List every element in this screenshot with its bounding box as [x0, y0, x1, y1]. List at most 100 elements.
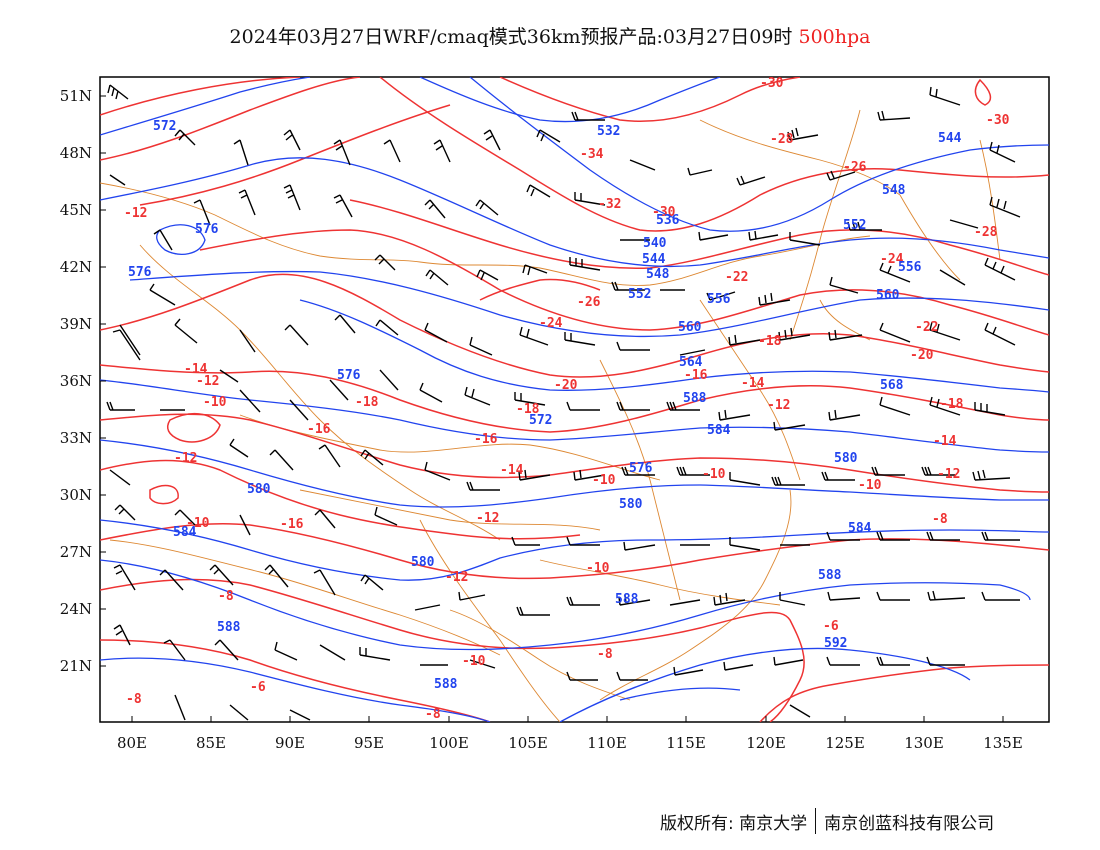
- title-main: 2024年03月27日WRF/cmaq模式36km预报产品:03月27日09时: [229, 26, 793, 48]
- height-label: 548: [882, 183, 906, 198]
- temp-label: -10: [462, 654, 486, 669]
- boundary-lines: [100, 109, 1001, 722]
- temp-label: -12: [124, 206, 147, 221]
- temp-label: -10: [858, 478, 882, 493]
- lat-label: 36N: [60, 372, 92, 390]
- lon-label: 80E: [117, 734, 147, 752]
- lon-label: 95E: [354, 734, 384, 752]
- temp-label: -8: [932, 512, 948, 527]
- temperature-contours: [100, 77, 1049, 722]
- temp-label: -34: [580, 147, 604, 162]
- lon-label: 130E: [904, 734, 944, 752]
- temp-label: -26: [577, 295, 601, 310]
- lon-label: 120E: [746, 734, 786, 752]
- temp-label: -24: [539, 316, 563, 331]
- height-label: 584: [848, 521, 872, 536]
- height-label: 572: [529, 413, 552, 428]
- height-label: 588: [818, 568, 842, 583]
- height-label: 532: [597, 124, 620, 139]
- height-label: 580: [411, 555, 435, 570]
- height-label: 592: [824, 636, 847, 651]
- lon-label: 105E: [508, 734, 548, 752]
- height-label: 572: [153, 119, 176, 134]
- temp-label: -14: [500, 463, 524, 478]
- temp-label: -18: [758, 334, 782, 349]
- temp-label: -18: [940, 397, 964, 412]
- height-label: 544: [938, 131, 962, 146]
- height-label: 580: [834, 451, 858, 466]
- lat-label: 39N: [60, 315, 92, 333]
- height-label: 584: [173, 525, 197, 540]
- longitude-labels: 80E 85E 90E 95E 100E 105E 110E 115E 120E…: [117, 734, 1023, 752]
- height-label: 556: [707, 292, 731, 307]
- temp-label: -8: [126, 692, 142, 707]
- temp-label: -12: [196, 374, 219, 389]
- lat-label: 48N: [60, 144, 92, 162]
- height-label: 544: [642, 252, 666, 267]
- temp-label: -16: [307, 422, 331, 437]
- height-label: 564: [679, 355, 703, 370]
- height-label: 552: [843, 218, 866, 233]
- page-title: 2024年03月27日WRF/cmaq模式36km预报产品:03月27日09时 …: [0, 22, 1100, 49]
- height-label: 588: [217, 620, 241, 635]
- lat-label: 42N: [60, 258, 92, 276]
- lon-label: 110E: [587, 734, 627, 752]
- temp-label: -10: [592, 473, 616, 488]
- temp-label: -16: [684, 368, 708, 383]
- height-label: 576: [128, 265, 152, 280]
- temp-label: -8: [597, 647, 613, 662]
- temp-label: -14: [933, 434, 957, 449]
- height-labels: 572 532 544 548 552 556 536 540 544 548 …: [128, 119, 962, 692]
- temp-label: -28: [770, 132, 794, 147]
- temp-label: -22: [725, 270, 748, 285]
- height-label: 540: [643, 236, 667, 251]
- copyright-left: 版权所有: 南京大学: [660, 813, 808, 834]
- temp-label: -10: [203, 395, 227, 410]
- latitude-labels: 51N 48N 45N 42N 39N 36N 33N 30N 27N 24N …: [60, 87, 92, 675]
- height-label: 588: [683, 391, 707, 406]
- height-label: 576: [195, 222, 219, 237]
- lat-label: 45N: [60, 201, 92, 219]
- temp-label: -8: [425, 707, 441, 722]
- temp-label: -14: [184, 362, 208, 377]
- temp-label: -18: [516, 402, 540, 417]
- map-frame: [99, 76, 1050, 723]
- temp-label: -10: [186, 516, 210, 531]
- height-label: 588: [434, 677, 458, 692]
- lat-label: 51N: [60, 87, 92, 105]
- height-label: 576: [337, 368, 361, 383]
- lat-label: 24N: [60, 600, 92, 618]
- temp-label: -20: [554, 378, 578, 393]
- temp-label: -12: [174, 451, 197, 466]
- copyright-right: 南京创蓝科技有限公司: [824, 813, 995, 834]
- temp-label: -12: [445, 570, 468, 585]
- temp-label: -8: [218, 589, 234, 604]
- latitude-axis: [100, 95, 106, 667]
- temp-label: -12: [476, 511, 499, 526]
- temp-label: -6: [823, 619, 839, 634]
- height-label: 580: [247, 482, 271, 497]
- lat-label: 33N: [60, 429, 92, 447]
- height-label: 588: [615, 592, 639, 607]
- height-label: 552: [628, 287, 651, 302]
- temperature-labels: -30 -30 -28 -34 -32 -30 -26 -24 -28 -22 …: [124, 77, 1010, 722]
- temp-label: -12: [767, 398, 790, 413]
- height-label: 560: [876, 288, 900, 303]
- height-label: 560: [678, 320, 702, 335]
- temp-label: -18: [355, 395, 379, 410]
- temp-label: -14: [741, 376, 765, 391]
- lon-label: 125E: [825, 734, 865, 752]
- temp-label: -30: [986, 113, 1010, 128]
- temp-label: -24: [880, 252, 904, 267]
- height-label: 584: [707, 423, 731, 438]
- temp-label: -16: [280, 517, 304, 532]
- temp-label: -32: [598, 197, 621, 212]
- lon-label: 100E: [429, 734, 469, 752]
- temp-label: -16: [474, 432, 498, 447]
- temp-label: -28: [974, 225, 998, 240]
- temp-label: -12: [937, 467, 960, 482]
- height-label: 548: [646, 267, 670, 282]
- temp-label: -26: [843, 160, 867, 175]
- height-label: 536: [656, 213, 680, 228]
- height-label: 580: [619, 497, 643, 512]
